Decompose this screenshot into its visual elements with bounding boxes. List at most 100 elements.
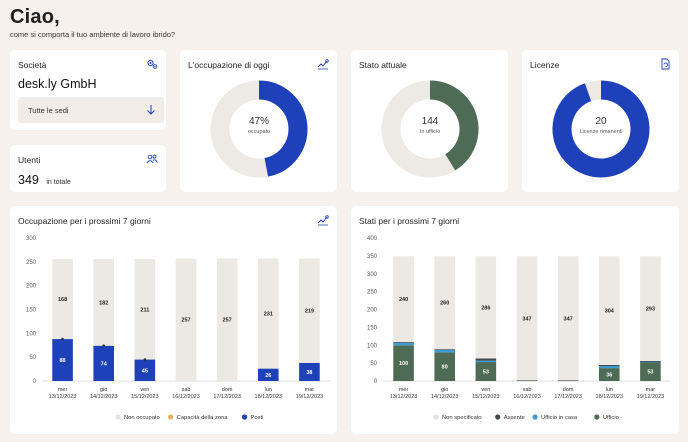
bar-segment	[93, 258, 114, 346]
x-tick-date: 19/12/2023	[296, 394, 324, 400]
current-status-title: Stato attuale	[359, 60, 407, 70]
bar-segment	[516, 256, 538, 381]
location-select[interactable]: Tutte le sedi	[18, 97, 164, 123]
legend-label: Capacità della zona	[177, 415, 229, 421]
x-tick-day: lun	[265, 387, 272, 393]
gear-icon[interactable]	[146, 58, 158, 70]
bar-value-label: 257	[181, 318, 190, 324]
legend-swatch	[168, 414, 174, 420]
bar-value-label: 347	[522, 316, 531, 322]
legend-swatch	[433, 414, 439, 420]
bar-segment	[299, 258, 320, 363]
bar-segment	[393, 342, 414, 343]
y-tick-label: 50	[370, 361, 377, 367]
y-tick-label: 50	[29, 355, 36, 361]
legend-swatch	[241, 414, 248, 420]
bar-value-label: 26	[265, 373, 271, 379]
x-tick-day: mar	[646, 387, 656, 393]
occupancy-chart-title: Occupazione per i prossimi 7 giorni	[18, 216, 151, 226]
document-refresh-icon[interactable]	[659, 58, 671, 70]
bar-value-label: 219	[305, 309, 314, 315]
capacity-marker	[143, 358, 147, 361]
legend-label: Ufficio	[603, 415, 619, 421]
bar-segment	[175, 258, 197, 381]
bar-segment	[599, 365, 620, 369]
bar-segment	[599, 364, 620, 366]
bar-value-label: 74	[101, 361, 108, 367]
bar-segment	[393, 256, 414, 343]
bar-value-label: 100	[399, 361, 408, 367]
x-tick-day: gio	[100, 387, 107, 393]
x-tick-date: 14/12/2023	[90, 394, 118, 400]
chart-settings-icon[interactable]	[317, 58, 329, 70]
x-tick-day: dom	[222, 387, 233, 393]
legend-label: Non occupato	[124, 415, 160, 421]
x-tick-day: mer	[58, 387, 68, 393]
bar-segment	[599, 256, 620, 365]
chart-settings-icon[interactable]	[317, 214, 329, 226]
bar-value-label: 182	[99, 300, 108, 306]
bar-value-label: 88	[60, 358, 66, 364]
bar-segment	[134, 258, 156, 360]
current-status-card: Stato attuale 144 In ufficio	[351, 50, 508, 192]
legend-swatch	[495, 414, 501, 420]
y-tick-label: 150	[367, 325, 378, 331]
occupancy-donut-arc	[258, 80, 308, 177]
y-tick-label: 250	[26, 260, 37, 266]
users-icon[interactable]	[146, 153, 158, 165]
x-tick-date: 14/12/2023	[431, 394, 459, 400]
bar-segment	[475, 362, 497, 381]
x-tick-date: 13/12/2023	[49, 394, 77, 400]
legend-swatch	[532, 414, 538, 420]
x-tick-date: 17/12/2023	[554, 394, 582, 400]
bar-value-label: 304	[605, 309, 615, 315]
bar-value-label: 211	[140, 307, 149, 313]
bar-value-label: 53	[647, 370, 653, 376]
bar-value-label: 168	[58, 297, 67, 303]
status-donut-arc	[429, 80, 479, 171]
bar-value-label: 257	[223, 318, 232, 324]
bar-segment	[434, 352, 455, 381]
x-tick-date: 15/12/2023	[472, 394, 500, 400]
bar-segment	[434, 349, 455, 350]
bar-segment	[258, 368, 279, 381]
status-center: 144 In ufficio	[390, 116, 470, 135]
x-tick-day: sab	[182, 387, 191, 393]
bar-value-label: 293	[646, 307, 655, 313]
bar-segment	[216, 258, 238, 381]
x-tick-day: gio	[441, 387, 448, 393]
bar-value-label: 240	[399, 297, 408, 303]
x-tick-day: dom	[563, 387, 574, 393]
licenses-donut-arc	[552, 80, 650, 178]
status-chart-title: Stati per i prossimi 7 giorni	[359, 216, 460, 226]
y-tick-label: 200	[367, 308, 378, 314]
licenses-label: Licenze rimanenti	[579, 129, 623, 135]
bar-segment	[393, 342, 414, 346]
capacity-marker	[61, 337, 64, 341]
occupancy-today-card: L'occupazione di oggi 47% occupato	[180, 50, 337, 192]
y-tick-label: 0	[33, 379, 37, 385]
bar-value-label: 80	[442, 365, 448, 371]
y-tick-label: 250	[367, 290, 378, 296]
bar-value-label: 45	[142, 368, 148, 374]
x-tick-date: 15/12/2023	[131, 394, 159, 400]
bar-segment	[557, 256, 579, 381]
y-tick-label: 300	[26, 236, 37, 242]
users-card: Utenti 349 in totale	[10, 145, 166, 192]
status-donut	[381, 80, 479, 178]
arrow-down-icon	[147, 105, 155, 115]
occupancy-center: 47% occupato	[219, 116, 299, 135]
bar-segment	[599, 368, 620, 381]
x-tick-day: mer	[399, 387, 409, 393]
status-bar-chart: 0 50 100 150 200 250 300 350 400 100 240 mer13/12/2…	[367, 236, 671, 421]
users-card-title: Utenti	[18, 155, 41, 165]
x-tick-day: lun	[606, 387, 613, 393]
y-tick-label: 0	[374, 379, 378, 385]
bar-segment	[393, 345, 414, 381]
bar-segment	[93, 345, 114, 381]
bar-value-label: 53	[483, 370, 489, 376]
x-tick-date: 18/12/2023	[596, 394, 624, 400]
bar-segment	[299, 362, 320, 381]
licenses-donut	[552, 80, 650, 178]
bar-segment	[434, 349, 455, 353]
